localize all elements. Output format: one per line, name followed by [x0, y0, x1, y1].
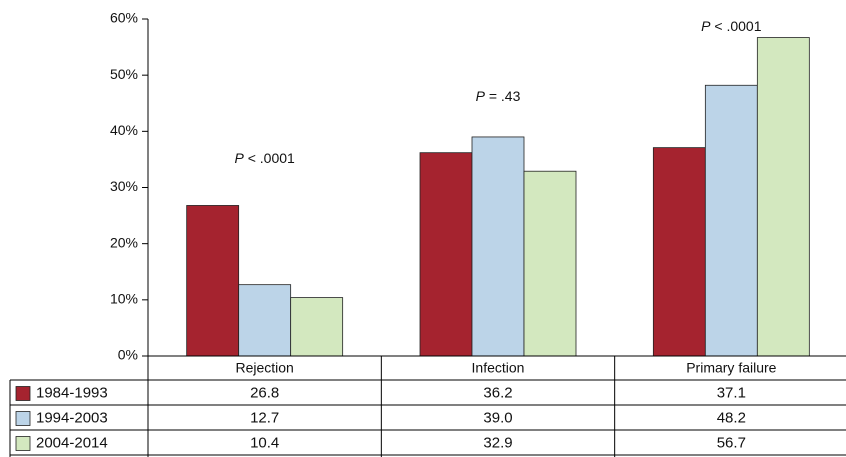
- annotation: P < .0001: [234, 150, 295, 166]
- bar: [471, 136, 525, 357]
- y-tick-label: 50%: [110, 66, 138, 82]
- x-tick-label: Primary failure: [686, 360, 776, 376]
- y-tick-label: 0%: [118, 347, 138, 363]
- bar: [238, 284, 292, 357]
- table-value: 48.2: [717, 409, 746, 426]
- y-tick-label: 40%: [110, 122, 138, 138]
- bar: [290, 297, 344, 357]
- bar: [652, 147, 706, 357]
- bar: [186, 205, 240, 357]
- y-tick-label: 10%: [110, 291, 138, 307]
- legend-swatch: [15, 386, 31, 401]
- table-value: 39.0: [483, 409, 512, 426]
- bar: [756, 37, 810, 357]
- bar: [419, 152, 473, 357]
- table-value: 37.1: [717, 384, 746, 401]
- legend-label: 1994-2003: [36, 409, 108, 426]
- y-tick-label: 20%: [110, 234, 138, 250]
- table-value: 12.7: [250, 409, 279, 426]
- y-tick-label: 30%: [110, 178, 138, 194]
- legend-label: 2004-2014: [36, 434, 108, 451]
- table-value: 36.2: [483, 384, 512, 401]
- legend-label: 1984-1993: [36, 384, 108, 401]
- bar: [523, 170, 577, 357]
- x-tick-label: Infection: [472, 360, 525, 376]
- table-value: 26.8: [250, 384, 279, 401]
- legend-swatch: [15, 436, 31, 451]
- table-value: 56.7: [717, 434, 746, 451]
- table-value: 32.9: [483, 434, 512, 451]
- annotation: P = .43: [475, 88, 521, 104]
- legend-swatch: [15, 411, 31, 426]
- table-value: 10.4: [250, 434, 279, 451]
- y-tick-label: 60%: [110, 10, 138, 26]
- annotation: P < .0001: [701, 18, 762, 34]
- bar: [704, 84, 758, 357]
- x-tick-label: Rejection: [235, 360, 293, 376]
